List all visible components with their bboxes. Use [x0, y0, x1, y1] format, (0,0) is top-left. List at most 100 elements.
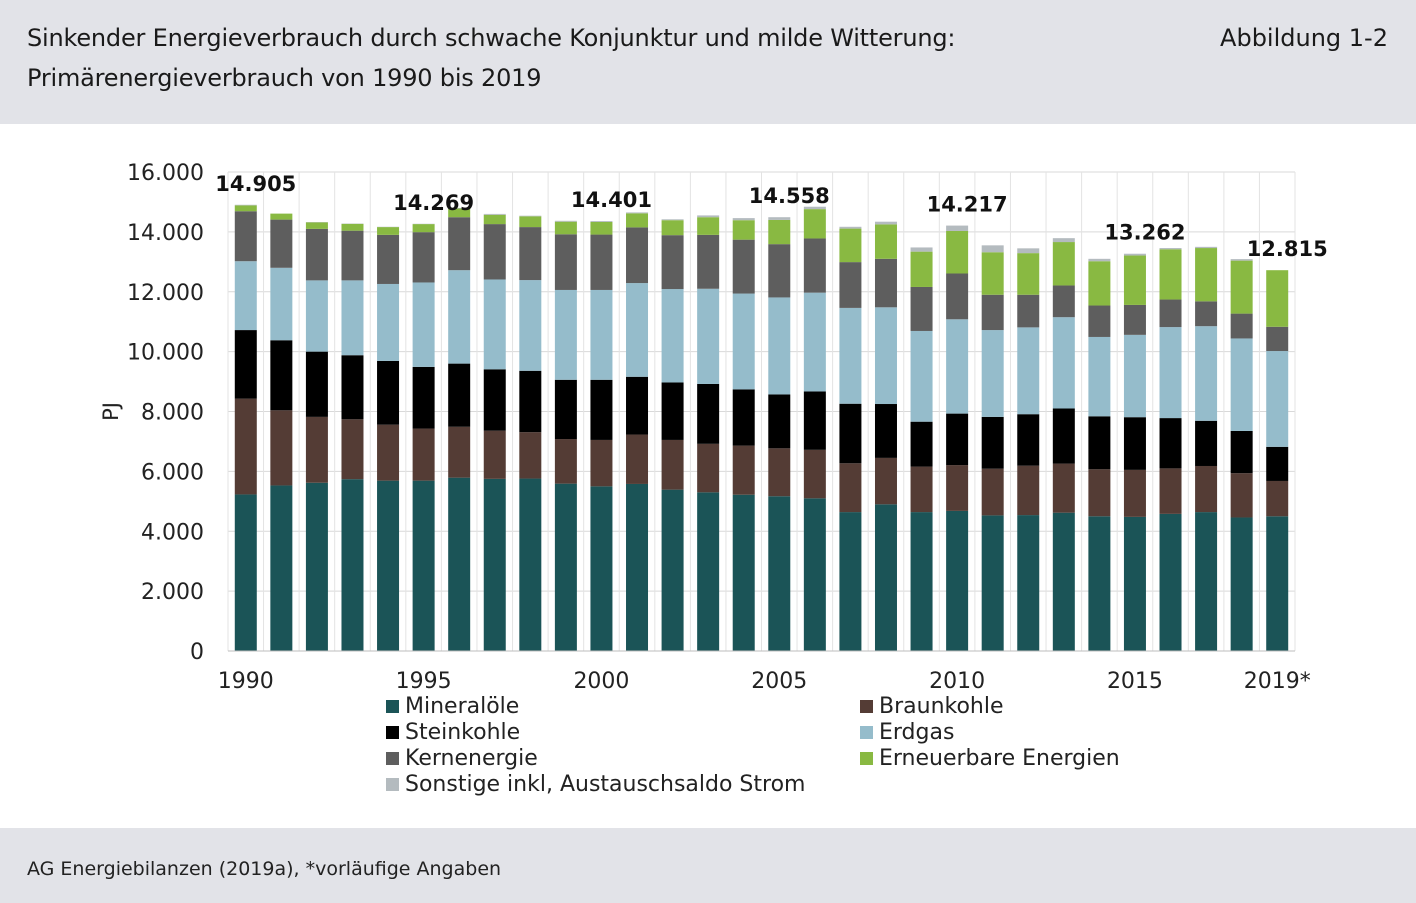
- bar-braunkohle-2003: [697, 443, 720, 493]
- bar-erdgas-2017: [1195, 326, 1218, 421]
- bar-erneuerbare-energien-1997: [483, 214, 506, 225]
- bar-kernenergie-2002: [661, 235, 684, 290]
- bar-braunkohle-2014: [1088, 469, 1111, 517]
- bar-steinkohle-2005: [768, 394, 791, 449]
- bar-erneuerbare-energien-2018: [1230, 260, 1253, 314]
- bar-steinkohle-2006: [803, 391, 826, 450]
- bar-mineralöle-1993: [341, 479, 364, 651]
- bar-braunkohle-2006: [803, 449, 826, 499]
- bar-braunkohle-2013: [1052, 463, 1075, 513]
- bar-kernenergie-2008: [874, 258, 897, 308]
- bar-kernenergie-2009: [910, 286, 933, 331]
- bar-mineralöle-1997: [483, 478, 506, 651]
- bar-braunkohle-2009: [910, 466, 933, 513]
- bar-steinkohle-1990: [234, 330, 257, 399]
- bar-steinkohle-1996: [448, 363, 471, 427]
- bar-steinkohle-2007: [839, 403, 862, 464]
- bar-mineralöle-2017: [1195, 512, 1218, 651]
- bar-kernenergie-2012: [1017, 294, 1040, 328]
- bar-steinkohle-2009: [910, 421, 933, 467]
- bar-mineralöle-2003: [697, 492, 720, 651]
- bar-erneuerbare-energien-2014: [1088, 261, 1111, 306]
- bar-kernenergie-2005: [768, 244, 791, 298]
- bar-erdgas-2018: [1230, 338, 1253, 431]
- bar-sonstige-inkl-austauschsaldo-strom-2016: [1159, 248, 1182, 250]
- bar-erdgas-2006: [803, 292, 826, 392]
- bar-erneuerbare-energien-1998: [519, 216, 542, 228]
- x-tick-label: 2000: [573, 669, 629, 694]
- y-tick-label: 12.000: [127, 281, 204, 306]
- bar-braunkohle-2000: [590, 439, 613, 487]
- bar-mineralöle-1998: [519, 478, 542, 651]
- bar-steinkohle-1995: [412, 366, 435, 429]
- bar-braunkohle-1991: [270, 410, 293, 486]
- bar-braunkohle-2002: [661, 439, 684, 490]
- bar-kernenergie-2017: [1195, 301, 1218, 327]
- bar-mineralöle-2000: [590, 486, 613, 651]
- legend-label: Kernenergie: [405, 746, 538, 771]
- bar-steinkohle-2012: [1017, 414, 1040, 466]
- bar-erneuerbare-energien-2016: [1159, 249, 1182, 300]
- legend-swatch: [860, 752, 873, 765]
- bar-steinkohle-2013: [1052, 408, 1075, 464]
- bar-erneuerbare-energien-2017: [1195, 248, 1218, 302]
- x-tick-label: 2019*: [1244, 669, 1311, 694]
- bar-erneuerbare-energien-1991: [270, 213, 293, 220]
- bar-erdgas-2000: [590, 289, 613, 380]
- bar-erdgas-2003: [697, 288, 720, 384]
- bar-erneuerbare-energien-1990: [234, 205, 257, 212]
- bar-braunkohle-1990: [234, 398, 257, 495]
- legend-label: Steinkohle: [405, 720, 520, 745]
- bar-erdgas-2014: [1088, 336, 1111, 417]
- x-tick-label: 1990: [218, 669, 274, 694]
- bar-erdgas-2015: [1123, 334, 1146, 418]
- bar-erdgas-2004: [732, 293, 755, 390]
- bar-steinkohle-2003: [697, 383, 720, 444]
- source-note: AG Energiebilanzen (2019a), *vorläufige …: [27, 858, 502, 880]
- bar-erneuerbare-energien-2019: [1266, 270, 1289, 327]
- bar-braunkohle-1997: [483, 430, 506, 479]
- bar-erneuerbare-energien-1999: [554, 221, 577, 235]
- bar-erneuerbare-energien-2006: [803, 209, 826, 239]
- total-annotation: 14.217: [927, 193, 1008, 217]
- legend-swatch: [386, 752, 399, 765]
- bar-steinkohle-1999: [554, 379, 577, 440]
- bar-mineralöle-2010: [946, 510, 969, 651]
- bar-braunkohle-1998: [519, 432, 542, 479]
- bar-erdgas-2009: [910, 330, 933, 422]
- bar-sonstige-inkl-austauschsaldo-strom-2004: [732, 218, 755, 221]
- bar-kernenergie-1998: [519, 227, 542, 281]
- bar-steinkohle-1992: [305, 351, 328, 417]
- total-annotation: 14.269: [393, 191, 474, 215]
- bar-erneuerbare-energien-1995: [412, 224, 435, 233]
- bar-braunkohle-1992: [305, 416, 328, 483]
- bar-sonstige-inkl-austauschsaldo-strom-2001: [626, 212, 649, 214]
- bar-kernenergie-1992: [305, 228, 328, 281]
- bar-erdgas-1993: [341, 280, 364, 356]
- bar-erneuerbare-energien-2004: [732, 220, 755, 240]
- bar-steinkohle-2002: [661, 382, 684, 440]
- total-annotation: 13.262: [1104, 221, 1185, 245]
- bar-erdgas-2019: [1266, 351, 1289, 447]
- bar-steinkohle-2008: [874, 404, 897, 458]
- bar-sonstige-inkl-austauschsaldo-strom-2003: [697, 215, 720, 218]
- bar-erneuerbare-energien-2005: [768, 219, 791, 245]
- chart-panel: 0 2.000 4.000 6.000 8.000 10.000 12.000 14.000 1…: [0, 124, 1416, 828]
- bar-erneuerbare-energien-2009: [910, 251, 933, 287]
- bar-mineralöle-2007: [839, 512, 862, 651]
- bar-sonstige-inkl-austauschsaldo-strom-2012: [1017, 248, 1040, 254]
- bar-steinkohle-2017: [1195, 420, 1218, 466]
- y-axis-label: PJ: [99, 402, 123, 421]
- bar-erneuerbare-energien-2003: [697, 217, 720, 235]
- total-annotation: 14.401: [571, 188, 652, 212]
- bar-steinkohle-1991: [270, 340, 293, 411]
- x-tick-label: 2010: [929, 669, 985, 694]
- bar-braunkohle-2007: [839, 463, 862, 513]
- total-annotation: 14.905: [215, 172, 296, 196]
- bar-steinkohle-2018: [1230, 430, 1253, 474]
- stacked-bar-chart: 0 2.000 4.000 6.000 8.000 10.000 12.000 14.000 1…: [99, 161, 1328, 797]
- bar-braunkohle-2012: [1017, 465, 1040, 516]
- bar-sonstige-inkl-austauschsaldo-strom-2010: [946, 225, 969, 231]
- chart-title: Sinkender Energieverbrauch durch schwach…: [27, 24, 956, 52]
- bar-mineralöle-1990: [234, 494, 257, 651]
